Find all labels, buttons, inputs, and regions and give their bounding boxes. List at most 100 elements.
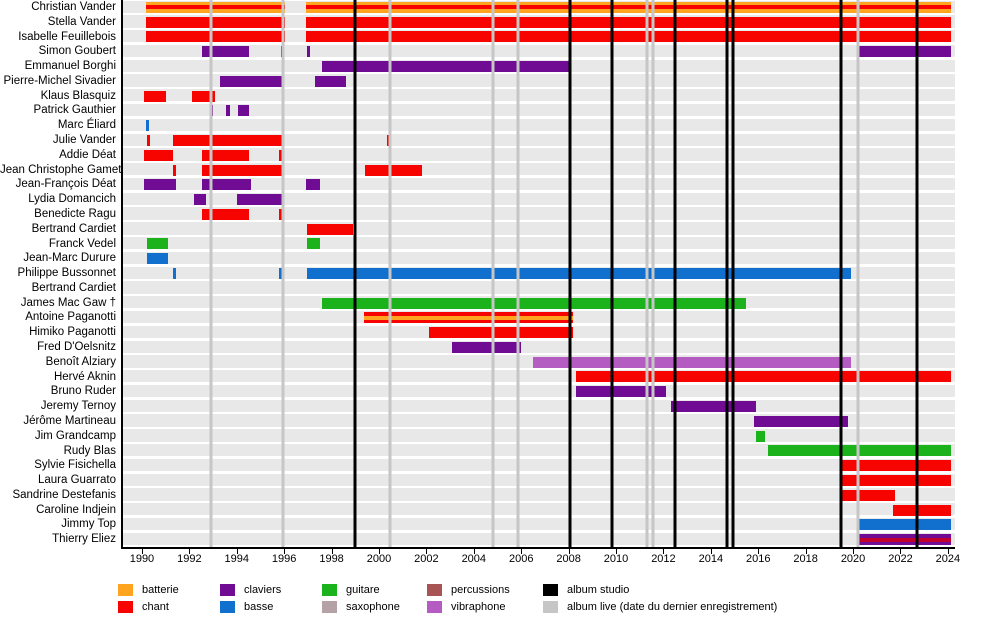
member-label: Sandrine Destefanis <box>12 488 116 501</box>
member-label: Jean-François Déat <box>15 178 116 191</box>
year-tick-mark <box>521 549 523 554</box>
member-label: Jean-Marc Durure <box>23 252 116 265</box>
row-band <box>123 89 955 102</box>
timeline-bar-claviers <box>144 179 177 191</box>
album-studio-line <box>731 0 735 547</box>
legend-swatch-saxophone <box>322 601 337 613</box>
album-live-line <box>209 0 213 547</box>
legend-label: vibraphone <box>451 601 506 613</box>
timeline-bar-claviers <box>202 46 249 58</box>
year-tick-mark <box>900 549 902 554</box>
year-tick-mark <box>284 549 286 554</box>
year-tick-mark <box>947 549 949 554</box>
legend-item: claviers <box>220 583 281 597</box>
legend-swatch-claviers <box>220 584 235 596</box>
legend-item: album studio <box>543 583 629 597</box>
member-label: Benedicte Ragu <box>34 207 116 220</box>
timeline-bar-chant <box>145 31 286 43</box>
member-label: Philippe Bussonnet <box>17 267 116 280</box>
legend-swatch-batterie <box>118 584 133 596</box>
timeline-bar-claviers <box>322 61 571 73</box>
x-axis-line <box>121 547 955 549</box>
row-band <box>123 222 955 235</box>
timeline-bar-claviers <box>220 75 282 87</box>
timeline-bar-basse <box>857 519 952 531</box>
row-band <box>123 177 955 191</box>
year-tick-label: 1998 <box>319 553 344 565</box>
row-band <box>123 192 955 205</box>
album-studio-line <box>673 0 677 547</box>
timeline-bar-claviers <box>857 46 952 58</box>
bar-stripe-chant_dark <box>857 537 952 542</box>
legend-label: percussions <box>451 584 510 596</box>
plot-area <box>123 0 955 547</box>
member-label: Antoine Paganotti <box>25 311 116 324</box>
year-tick-label: 2018 <box>793 553 818 565</box>
album-live-line <box>651 0 655 547</box>
timeline-bar-chant <box>363 312 574 324</box>
timeline-bar-claviers <box>670 401 756 413</box>
album-live-line <box>388 0 392 547</box>
timeline-bar-guitare <box>306 238 320 250</box>
year-tick-label: 2010 <box>603 553 629 565</box>
row-band <box>123 532 955 545</box>
member-label: Himiko Paganotti <box>29 326 116 339</box>
timeline-bar-guitare <box>767 445 952 457</box>
legend-swatch-guitare <box>322 584 337 596</box>
year-tick-label: 1990 <box>129 553 155 565</box>
timeline-bar-claviers <box>236 194 282 206</box>
timeline-bar-basse <box>306 268 851 279</box>
member-label: Patrick Gauthier <box>33 104 116 117</box>
member-label: Julie Vander <box>52 134 116 147</box>
legend-item: percussions <box>427 583 510 597</box>
timeline-bar-chant <box>144 149 173 161</box>
timeline-bar-claviers <box>575 386 666 398</box>
row-band <box>123 399 955 412</box>
member-label: Jean Christophe Gamet <box>0 163 122 176</box>
year-tick-label: 2002 <box>414 553 439 565</box>
album-studio-line <box>915 0 919 547</box>
row-band <box>123 237 955 250</box>
timeline-bar-vibraphone <box>533 356 851 368</box>
row-band <box>123 340 955 353</box>
timeline-bar-chant <box>202 208 249 220</box>
member-label: Addie Déat <box>59 148 116 161</box>
legend-swatch-percussions <box>427 584 442 596</box>
timeline-bar-basse <box>172 268 177 279</box>
row-band <box>123 118 955 132</box>
y-axis-line <box>121 0 123 547</box>
year-tick-label: 2006 <box>508 553 534 565</box>
legend-label: basse <box>244 601 274 613</box>
year-tick-mark <box>236 549 238 554</box>
member-label: James Mac Gaw † <box>20 296 116 309</box>
timeline-bar-guitare <box>146 238 169 250</box>
member-label: Jeremy Ternoy <box>40 400 116 413</box>
timeline-bar-chant <box>172 164 177 176</box>
row-band <box>123 163 955 176</box>
year-tick-mark <box>189 549 191 554</box>
row-band <box>123 133 955 146</box>
member-label: Caroline Indjein <box>36 503 116 516</box>
album-live-line <box>491 0 495 547</box>
row-band <box>123 458 955 472</box>
legend-swatch-chant <box>118 601 133 613</box>
year-tick-label: 2020 <box>840 553 866 565</box>
member-label: Rudy Blas <box>63 444 116 457</box>
timeline-bar-chant <box>305 16 952 28</box>
timeline-bar-claviers <box>202 179 251 191</box>
timeline-bar-claviers <box>226 105 230 117</box>
row-band <box>123 517 955 531</box>
year-tick-label: 2022 <box>888 553 913 565</box>
legend-swatch-vibraphone <box>427 601 442 613</box>
timeline-bar-chant <box>279 149 283 161</box>
member-label: Emmanuel Borghi <box>24 60 116 73</box>
album-live-line <box>516 0 520 547</box>
year-tick-mark <box>710 549 712 554</box>
member-label: Laura Guarrato <box>38 474 116 487</box>
timeline-bar-chant <box>202 164 282 176</box>
year-tick-label: 2016 <box>746 553 771 565</box>
timeline-bar-basse <box>145 120 150 132</box>
row-band <box>123 281 955 294</box>
timeline-bar-guitare <box>755 430 766 442</box>
